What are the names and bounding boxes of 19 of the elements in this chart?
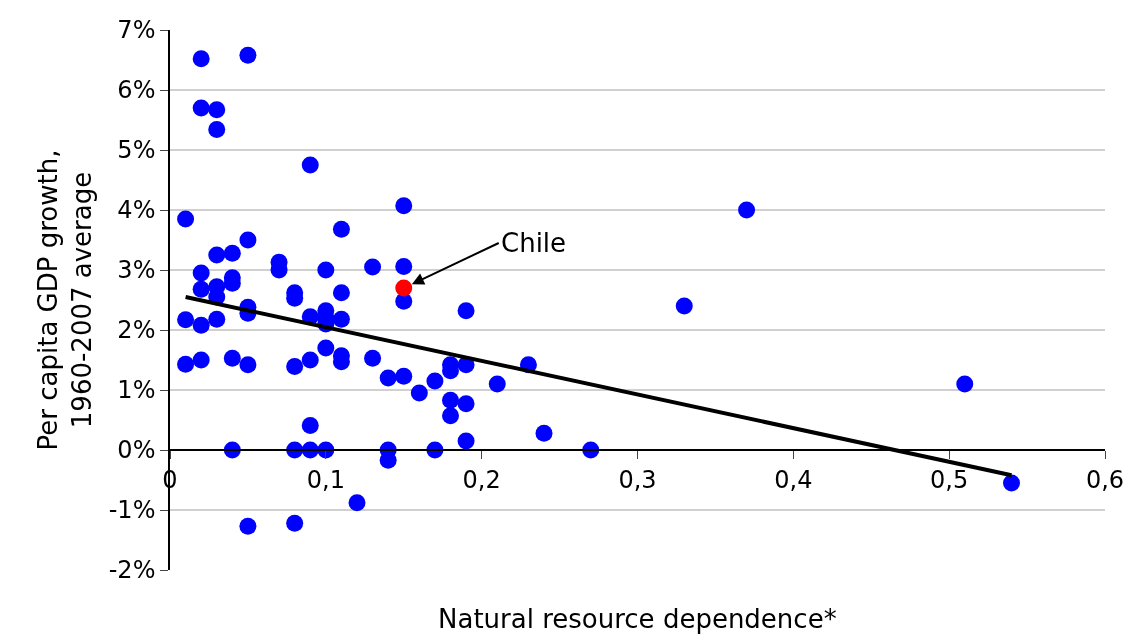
y-tick-label: 6%	[117, 76, 156, 105]
x-axis-title: Natural resource dependence*	[438, 604, 837, 634]
x-tick-label: 0,2	[462, 465, 501, 494]
x-tick-label: 0,3	[618, 465, 657, 494]
x-tick-label: 0,4	[774, 465, 813, 494]
x-tick-label: 0,1	[306, 465, 345, 494]
y-tick-label: 0%	[117, 436, 156, 465]
y-tick-label: 5%	[117, 136, 156, 165]
y-tick-label: 2%	[117, 316, 156, 345]
y-tick-label: -1%	[108, 496, 156, 525]
x-tick-label: 0,6	[1085, 465, 1125, 494]
y-tick-label: 7%	[117, 16, 156, 45]
y-axis-title: Per capita GDP growth, 1960-2007 average	[32, 149, 97, 451]
y-tick-label: -2%	[108, 556, 156, 585]
annotation: Chile	[501, 228, 567, 258]
x-tick-label: 0,5	[930, 465, 969, 494]
y-tick-label: 1%	[117, 376, 156, 405]
y-tick-label: 4%	[117, 196, 156, 225]
y-tick-label: 3%	[117, 256, 156, 285]
